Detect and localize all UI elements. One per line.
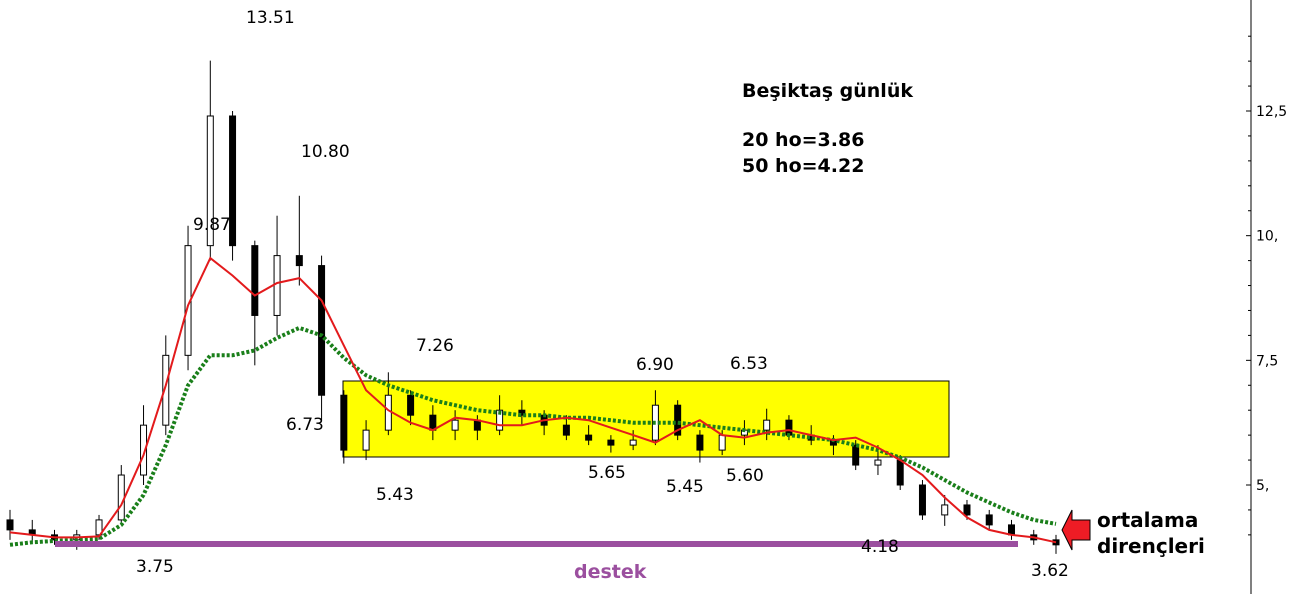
candle <box>295 195 303 286</box>
y-tick-label: 12,5 <box>1256 104 1287 120</box>
candle <box>918 480 926 520</box>
annotation-5-65: 5.65 <box>588 463 626 483</box>
candle-body <box>607 439 615 446</box>
candle-body <box>162 354 170 426</box>
annotation-7-26: 7.26 <box>416 336 454 356</box>
candle-body <box>763 419 771 431</box>
y-axis-ticks: 12,5 10, 7,5 5, <box>1246 35 1287 536</box>
ma20-text: 20 ho=3.86 <box>742 129 864 151</box>
candle-body <box>206 115 214 247</box>
candle <box>562 415 570 441</box>
annotation-6-90: 6.90 <box>636 355 674 375</box>
candle <box>674 400 682 441</box>
candle-body <box>318 265 326 396</box>
y-tick-label: 10, <box>1256 229 1278 245</box>
annotation-5-45: 5.45 <box>666 477 704 497</box>
candle-body <box>585 434 593 441</box>
candle-body <box>362 429 370 451</box>
candle <box>985 509 993 530</box>
candle-body <box>963 504 971 516</box>
ma20-series <box>9 256 1057 544</box>
candle <box>140 405 148 485</box>
annotation-3-62: 3.62 <box>1031 561 1069 581</box>
candle-body <box>985 514 993 526</box>
annotation-10-80: 10.80 <box>301 142 350 162</box>
candle-body <box>629 439 637 446</box>
candle <box>941 494 949 526</box>
20-ho-line <box>9 256 1057 544</box>
candle-body <box>874 459 882 466</box>
annotation-4-18: 4.18 <box>861 537 899 557</box>
y-tick-label: 5, <box>1256 478 1269 494</box>
candle-body <box>896 459 904 486</box>
candle <box>229 111 237 261</box>
resistance-label-line2: dirençleri <box>1097 534 1205 558</box>
candles <box>6 60 1060 554</box>
candle <box>696 430 704 463</box>
candle <box>362 420 370 461</box>
candle-body <box>295 255 303 267</box>
candle-body <box>1007 524 1015 536</box>
candle <box>852 440 860 471</box>
candle-body <box>696 434 704 451</box>
candle-body <box>852 444 860 466</box>
candle <box>518 400 526 426</box>
candle-body <box>496 409 504 431</box>
candle-body <box>918 484 926 516</box>
candle-body <box>384 394 392 431</box>
support-label: destek <box>574 561 647 583</box>
candle-body <box>140 424 148 476</box>
candle-body <box>407 394 415 416</box>
annotation-6-53: 6.53 <box>730 354 768 374</box>
resistance-label-line1: ortalama <box>1097 508 1198 532</box>
candle-body <box>518 409 526 416</box>
candle <box>585 425 593 446</box>
candle-body <box>229 115 237 247</box>
annotation-5-43: 5.43 <box>376 485 414 505</box>
candle <box>1052 534 1060 554</box>
annotation-3-75: 3.75 <box>136 557 174 577</box>
ma50-series <box>9 325 1057 547</box>
candle <box>206 60 214 261</box>
candle <box>1007 519 1015 540</box>
candle <box>629 430 637 451</box>
candle <box>496 395 504 436</box>
candle <box>318 255 326 421</box>
candle <box>6 509 14 540</box>
annotation-6-73: 6.73 <box>286 415 324 435</box>
candle-body <box>941 504 949 516</box>
candle-body <box>451 419 459 431</box>
candle-body <box>785 419 793 436</box>
candle <box>607 435 615 453</box>
candle <box>273 215 281 336</box>
candle <box>451 410 459 441</box>
ma50-text: 50 ho=4.22 <box>742 155 864 177</box>
candle <box>117 465 125 525</box>
resistance-arrow-icon <box>1061 509 1091 551</box>
candle <box>184 225 192 371</box>
candle-body <box>562 424 570 436</box>
candle-body <box>251 245 259 316</box>
chart-title: Beşiktaş günlük <box>742 80 913 102</box>
candle <box>251 240 259 366</box>
annotation-13-51: 13.51 <box>246 8 295 28</box>
candle <box>28 519 36 543</box>
candle-body <box>718 434 726 451</box>
candle-body <box>340 394 348 451</box>
candle-body <box>273 255 281 316</box>
candle-body <box>6 519 14 531</box>
y-tick-label: 7,5 <box>1256 353 1278 369</box>
candle <box>407 390 415 426</box>
candle <box>340 390 348 464</box>
annotation-9-87: 9.87 <box>193 215 231 235</box>
annotation-5-60: 5.60 <box>726 466 764 486</box>
candle-body <box>117 474 125 521</box>
candle <box>763 408 771 441</box>
candle-body <box>674 404 682 436</box>
50-ho-line <box>9 325 1057 547</box>
